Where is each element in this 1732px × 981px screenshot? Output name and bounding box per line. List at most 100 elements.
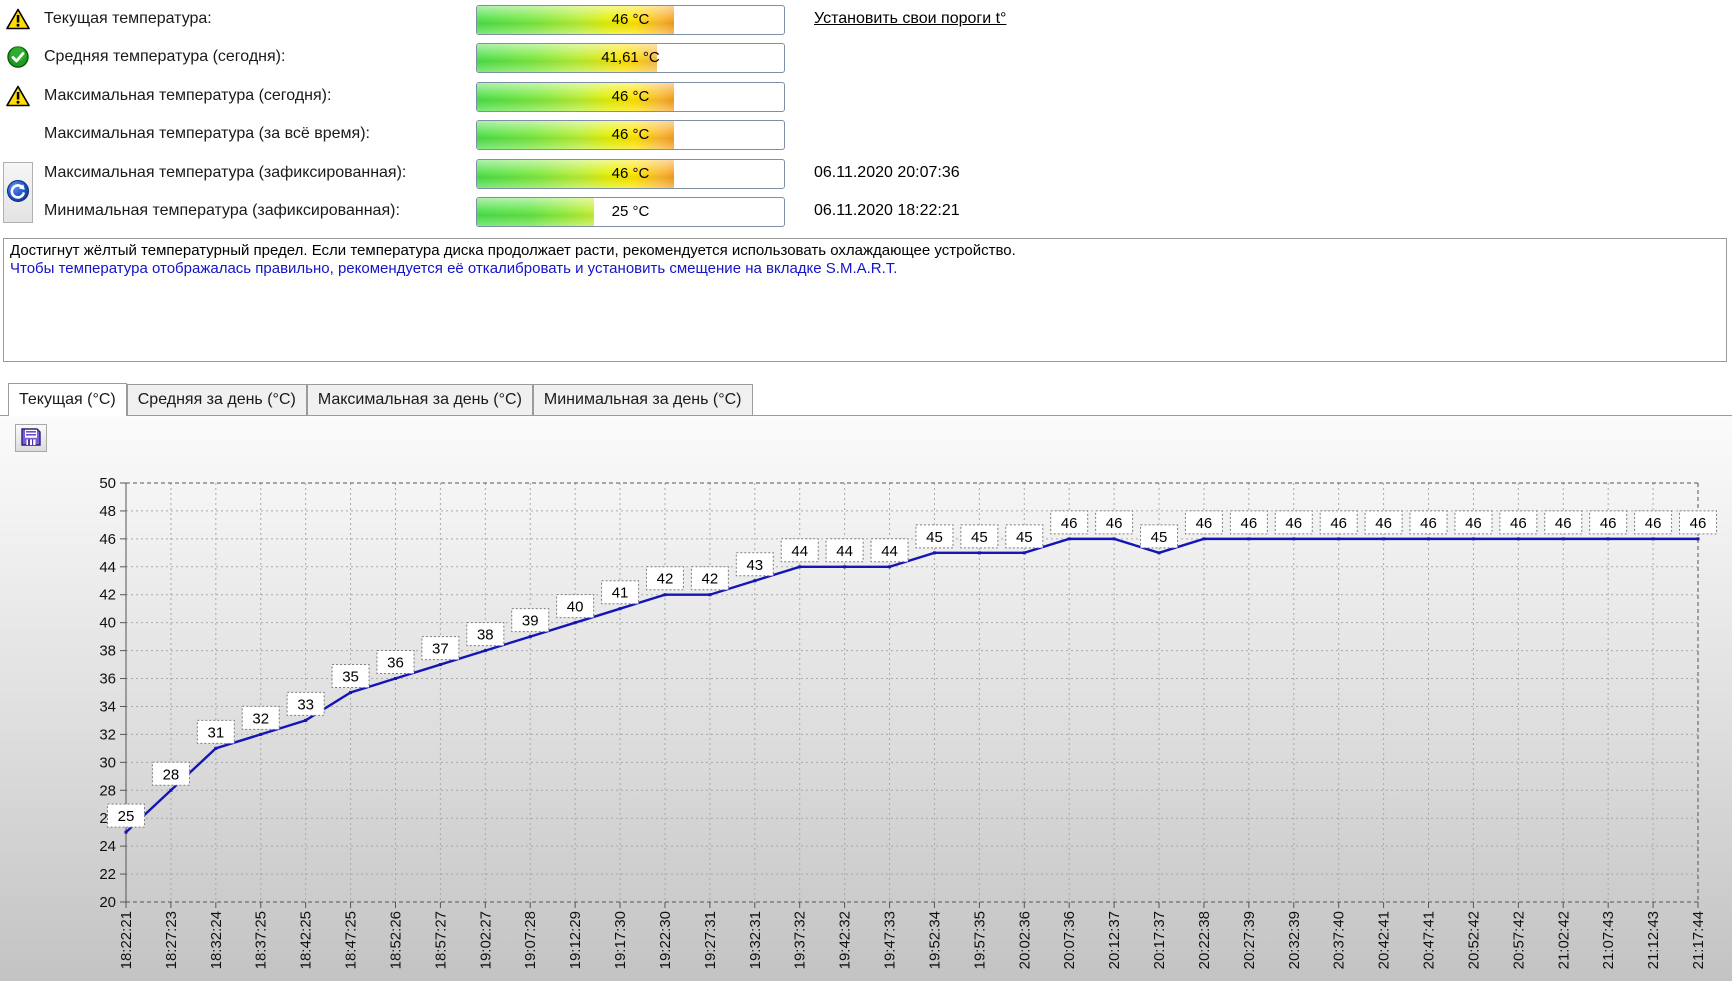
tab-average-per-day[interactable]: Средняя за день (°C)	[126, 384, 307, 415]
svg-text:21:12:43: 21:12:43	[1645, 911, 1662, 969]
svg-text:42: 42	[702, 571, 719, 588]
svg-text:20:42:41: 20:42:41	[1376, 911, 1393, 969]
info-row-current: Текущая температура: 46 °C	[0, 5, 1732, 35]
yellow-limit-warning-text: Достигнут жёлтый температурный предел. Е…	[10, 242, 1016, 259]
temperature-line-chart: 2022242628303234363840424446485018:22:21…	[99, 475, 1717, 969]
svg-text:39: 39	[522, 613, 539, 630]
temperature-bar-fill	[477, 198, 594, 226]
svg-text:20:22:38: 20:22:38	[1196, 911, 1213, 969]
temperature-bar-value: 25 °C	[611, 203, 650, 220]
svg-text:44: 44	[881, 543, 898, 560]
svg-text:38: 38	[99, 643, 116, 660]
max-recorded-date: 06.11.2020 20:07:36	[814, 164, 960, 181]
warning-icon	[6, 85, 30, 107]
svg-text:46: 46	[1330, 515, 1347, 532]
svg-text:19:42:32: 19:42:32	[837, 911, 854, 969]
svg-text:31: 31	[207, 724, 224, 741]
svg-text:46: 46	[1600, 515, 1617, 532]
svg-text:22: 22	[99, 866, 116, 883]
temperature-bar-fill	[477, 6, 675, 34]
svg-text:20:37:40: 20:37:40	[1331, 911, 1348, 969]
temperature-bar: 46 °C	[476, 82, 785, 112]
svg-text:45: 45	[1151, 529, 1168, 546]
temperature-bar-fill	[477, 121, 675, 149]
svg-text:19:27:31: 19:27:31	[702, 911, 719, 969]
svg-text:43: 43	[746, 557, 763, 574]
info-row-min-recorded: Минимальная температура (зафиксированная…	[0, 197, 1732, 227]
save-chart-button[interactable]	[15, 424, 47, 452]
svg-text:36: 36	[387, 655, 404, 672]
temperature-bar: 25 °C	[476, 197, 785, 227]
tab-min-per-day[interactable]: Минимальная за день (°C)	[532, 384, 753, 415]
svg-text:42: 42	[657, 571, 674, 588]
svg-text:20:17:37: 20:17:37	[1151, 911, 1168, 969]
tab-max-per-day[interactable]: Максимальная за день (°C)	[306, 384, 533, 415]
temperature-bar-fill	[477, 160, 675, 188]
row-label: Максимальная температура (зафиксированна…	[44, 164, 407, 181]
svg-text:20:07:36: 20:07:36	[1061, 911, 1078, 969]
svg-text:24: 24	[99, 838, 116, 855]
message-box: Достигнут жёлтый температурный предел. Е…	[3, 238, 1727, 362]
temperature-bar: 46 °C	[476, 159, 785, 189]
svg-text:33: 33	[297, 696, 314, 713]
warning-icon	[6, 8, 30, 30]
floppy-disk-icon	[19, 425, 43, 452]
info-row-max-alltime: Максимальная температура (за всё время):…	[0, 120, 1732, 150]
row-label: Минимальная температура (зафиксированная…	[44, 202, 400, 219]
svg-text:41: 41	[612, 585, 629, 602]
svg-text:46: 46	[1510, 515, 1527, 532]
svg-text:19:57:35: 19:57:35	[971, 911, 988, 969]
info-row-average: Средняя температура (сегодня): 41,61 °C	[0, 43, 1732, 73]
svg-text:36: 36	[99, 671, 116, 688]
svg-text:46: 46	[1061, 515, 1078, 532]
svg-text:19:12:29: 19:12:29	[567, 911, 584, 969]
min-recorded-date: 06.11.2020 18:22:21	[814, 202, 960, 219]
reset-recorded-button[interactable]	[3, 162, 33, 223]
temperature-bar-fill	[477, 83, 675, 111]
svg-text:46: 46	[1375, 515, 1392, 532]
svg-text:19:07:28: 19:07:28	[522, 911, 539, 969]
svg-text:37: 37	[432, 641, 449, 658]
svg-text:42: 42	[99, 587, 116, 604]
svg-text:44: 44	[99, 559, 116, 576]
svg-text:46: 46	[1196, 515, 1213, 532]
svg-text:28: 28	[99, 782, 116, 799]
svg-text:19:22:30: 19:22:30	[657, 911, 674, 969]
svg-text:21:17:44: 21:17:44	[1690, 911, 1707, 969]
svg-text:21:07:43: 21:07:43	[1600, 911, 1617, 969]
svg-text:30: 30	[99, 754, 116, 771]
svg-text:46: 46	[1241, 515, 1258, 532]
svg-text:44: 44	[836, 543, 853, 560]
svg-text:46: 46	[1555, 515, 1572, 532]
chart-tabs: Текущая (°C) Средняя за день (°C) Максим…	[8, 383, 753, 416]
calibration-note-text: Чтобы температура отображалась правильно…	[10, 260, 898, 277]
svg-text:20:27:39: 20:27:39	[1241, 911, 1258, 969]
svg-text:50: 50	[99, 475, 116, 492]
temperature-bar: 46 °C	[476, 120, 785, 150]
svg-text:18:57:27: 18:57:27	[432, 911, 449, 969]
svg-text:32: 32	[252, 710, 269, 727]
info-row-max-today: Максимальная температура (сегодня): 46 °…	[0, 82, 1732, 112]
svg-text:19:52:34: 19:52:34	[926, 911, 943, 969]
svg-text:25: 25	[118, 808, 135, 825]
row-label: Максимальная температура (за всё время):	[44, 125, 370, 142]
temperature-bar: 46 °C	[476, 5, 785, 35]
temperature-bar-value: 41,61 °C	[601, 49, 660, 66]
temperature-bar-value: 46 °C	[611, 88, 650, 105]
svg-text:20:32:39: 20:32:39	[1286, 911, 1303, 969]
row-label: Максимальная температура (сегодня):	[44, 87, 332, 104]
svg-text:45: 45	[1016, 529, 1033, 546]
temperature-bar-value: 46 °C	[611, 126, 650, 143]
svg-text:46: 46	[1285, 515, 1302, 532]
set-thresholds-link[interactable]: Установить свои пороги t°	[814, 10, 1007, 27]
svg-text:35: 35	[342, 669, 359, 686]
svg-text:46: 46	[99, 531, 116, 548]
svg-text:20: 20	[99, 894, 116, 911]
temperature-bar-value: 46 °C	[611, 165, 650, 182]
row-label: Текущая температура:	[44, 10, 212, 27]
svg-text:20:12:37: 20:12:37	[1106, 911, 1123, 969]
svg-text:19:37:32: 19:37:32	[792, 911, 809, 969]
tab-current-temp[interactable]: Текущая (°C)	[8, 383, 127, 416]
svg-text:18:52:26: 18:52:26	[387, 911, 404, 969]
